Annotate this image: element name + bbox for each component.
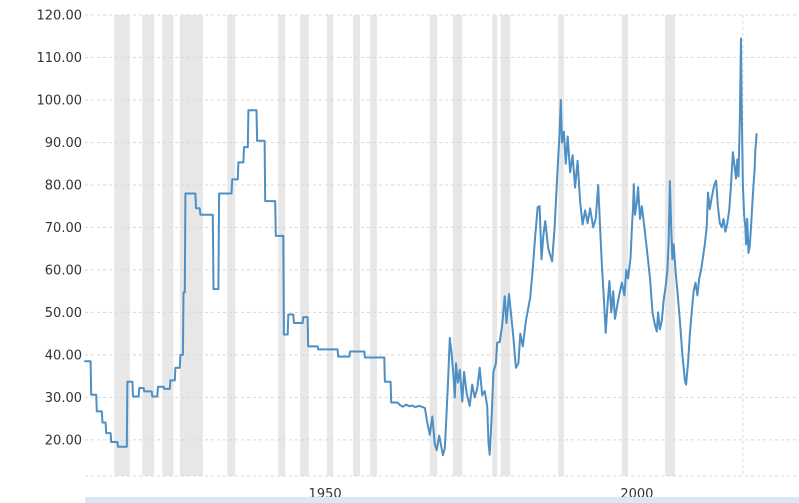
recession-band	[558, 15, 564, 476]
price-line	[84, 37, 758, 457]
y-axis-label: 50.00	[45, 306, 82, 321]
recession-band	[179, 15, 203, 476]
recession-band	[142, 15, 155, 476]
y-axis-label: 20.00	[45, 433, 82, 448]
recession-band	[162, 15, 174, 476]
y-axis-label: 80.00	[45, 179, 82, 194]
recession-band	[621, 15, 629, 476]
y-axis-label: 70.00	[45, 221, 82, 236]
y-axis-label: 100.00	[37, 94, 83, 109]
chart-range-scrollbar[interactable]	[85, 497, 799, 503]
recession-band	[370, 15, 377, 476]
recession-band	[300, 15, 309, 476]
recession-band	[278, 15, 286, 476]
recession-band	[227, 15, 236, 476]
y-axis-label: 40.00	[45, 348, 82, 363]
y-axis-label: 30.00	[45, 391, 82, 406]
recession-band	[664, 15, 675, 476]
y-axis-label: 120.00	[37, 9, 83, 24]
y-axis-label: 110.00	[37, 51, 83, 66]
y-axis-label: 90.00	[45, 136, 82, 151]
y-axis-label: 60.00	[45, 263, 82, 278]
recession-band	[114, 15, 130, 476]
recession-band	[492, 15, 498, 476]
recession-band	[500, 15, 511, 476]
recession-band	[326, 15, 334, 476]
recession-band	[353, 15, 360, 476]
recession-band	[452, 15, 463, 476]
recession-band	[429, 15, 438, 476]
